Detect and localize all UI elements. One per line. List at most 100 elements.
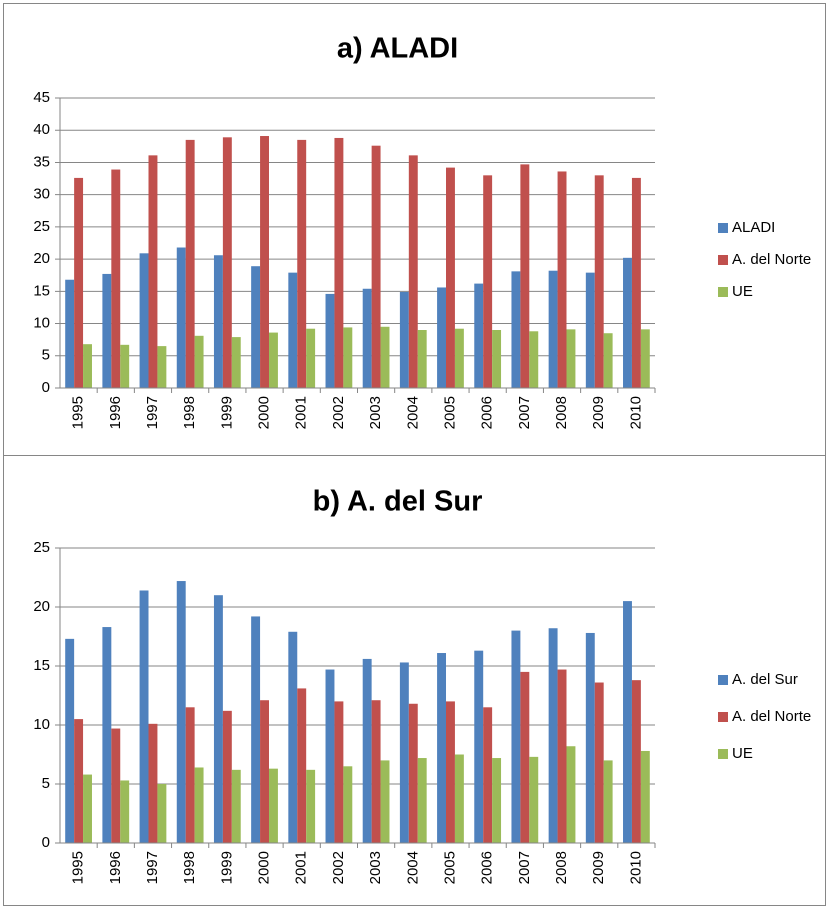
y-tick-label: 0 (42, 379, 50, 396)
bar (454, 754, 464, 843)
bar (83, 774, 92, 843)
bar (594, 175, 604, 388)
bar (548, 628, 558, 843)
bar (362, 658, 372, 843)
bar (520, 671, 530, 843)
x-tick-label: 2003 (367, 396, 384, 429)
legend-label: A. del Sur (732, 671, 798, 688)
y-tick-label: 0 (42, 834, 50, 851)
bar (306, 328, 316, 388)
bar (251, 266, 261, 388)
x-tick-label: 2005 (441, 851, 458, 884)
bar (65, 638, 75, 843)
legend-label: UE (732, 745, 753, 762)
bar (111, 728, 121, 843)
x-tick-label: 2001 (293, 396, 310, 429)
bar (520, 164, 530, 388)
bar (585, 272, 595, 388)
bar (557, 669, 567, 843)
bar (334, 137, 344, 388)
bar (594, 682, 604, 843)
bar (343, 766, 353, 843)
y-tick-label: 20 (33, 250, 50, 267)
bar (194, 767, 204, 843)
bar (102, 273, 112, 388)
bar (380, 326, 390, 388)
legend-label: ALADI (732, 219, 775, 236)
y-tick-label: 40 (33, 121, 50, 138)
bar (148, 723, 158, 843)
bar (268, 768, 278, 843)
bar (362, 288, 372, 388)
y-tick-label: 10 (33, 716, 50, 733)
x-tick-label: 2001 (293, 851, 310, 884)
bar (529, 756, 539, 843)
bar (231, 337, 241, 388)
bar (483, 707, 493, 843)
x-tick-label: 2007 (516, 396, 533, 429)
bar (325, 669, 335, 843)
bar (213, 255, 223, 388)
bar (399, 291, 409, 388)
bar (566, 329, 576, 388)
legend-swatch (718, 712, 728, 722)
legend-label: A. del Norte (732, 708, 811, 725)
y-tick-label: 10 (33, 315, 50, 332)
y-tick-label: 45 (33, 89, 50, 106)
chart-frame (3, 455, 826, 906)
x-tick-label: 2002 (330, 851, 347, 884)
bar (631, 680, 641, 843)
bar (603, 333, 613, 388)
bar (417, 758, 427, 843)
bar (446, 167, 455, 388)
y-tick-label: 25 (33, 539, 50, 556)
bar (74, 177, 84, 388)
bar (474, 650, 484, 843)
bar (371, 145, 381, 388)
legend-label: UE (732, 283, 753, 300)
legend-swatch (718, 255, 728, 265)
bar (492, 758, 502, 843)
x-tick-label: 2002 (330, 396, 347, 429)
bar (260, 136, 269, 388)
bar (640, 750, 650, 843)
bar (297, 139, 307, 388)
y-tick-label: 15 (33, 282, 50, 299)
legend-label: A. del Norte (732, 251, 811, 268)
bar (222, 710, 232, 843)
bar (231, 769, 241, 843)
bar (640, 329, 650, 388)
x-tick-label: 2010 (627, 396, 644, 429)
x-tick-label: 1997 (144, 851, 161, 884)
x-tick-label: 1997 (144, 396, 161, 429)
bar (492, 330, 502, 388)
bar (148, 155, 158, 388)
bar (251, 616, 261, 843)
x-tick-label: 2000 (256, 396, 273, 429)
y-tick-label: 20 (33, 598, 50, 615)
x-tick-label: 1995 (70, 851, 87, 884)
x-tick-label: 2004 (404, 851, 421, 884)
bar (65, 279, 75, 388)
y-tick-label: 5 (42, 775, 50, 792)
chart-title: a) ALADI (337, 33, 458, 65)
bar (437, 653, 447, 843)
bar (111, 169, 121, 388)
legend-swatch (718, 287, 728, 297)
bar (288, 631, 298, 843)
bar (380, 760, 390, 843)
x-tick-label: 2006 (479, 851, 496, 884)
x-tick-label: 2009 (590, 396, 607, 429)
legend-swatch (718, 223, 728, 233)
bar (623, 257, 632, 388)
bar (566, 746, 576, 843)
y-tick-label: 5 (42, 347, 50, 364)
bar (417, 330, 427, 388)
x-tick-label: 2000 (256, 851, 273, 884)
x-tick-label: 1998 (181, 851, 198, 884)
chart-title: b) A. del Sur (313, 486, 483, 518)
x-tick-label: 1999 (218, 396, 235, 429)
x-tick-label: 1995 (70, 396, 87, 429)
bar (325, 293, 335, 388)
